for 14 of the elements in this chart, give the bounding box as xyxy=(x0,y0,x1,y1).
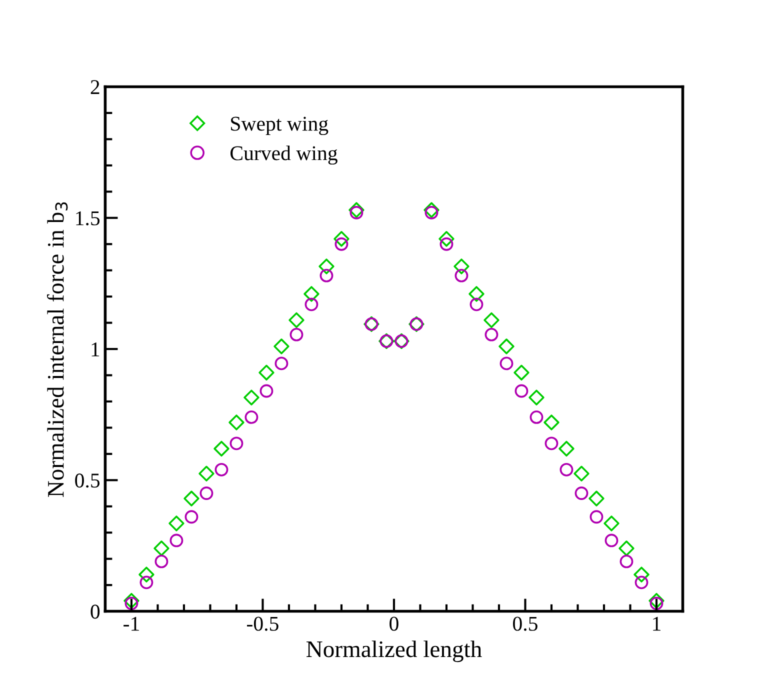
x-tick-label: -0.5 xyxy=(247,616,278,631)
x-axis-title: Normalized length xyxy=(306,640,482,662)
y-tick-label: 1 xyxy=(92,342,100,356)
x-tick-label: 1 xyxy=(653,616,660,631)
x-tick-label: -1 xyxy=(124,616,139,631)
y-axis-title: Normalized internal force in b$_{3}$ xyxy=(46,202,68,497)
legend-label: Curved wing xyxy=(230,146,338,165)
y-tick-label: 2 xyxy=(90,80,100,94)
y-tick-label: 1.5 xyxy=(76,211,100,226)
y-tick-label: 0.5 xyxy=(75,474,100,488)
x-tick-label: 0 xyxy=(390,616,398,631)
x-tick-label: 0.5 xyxy=(513,616,538,631)
legend-label: Swept wing xyxy=(231,116,328,136)
y-tick-label: 0 xyxy=(90,604,100,619)
